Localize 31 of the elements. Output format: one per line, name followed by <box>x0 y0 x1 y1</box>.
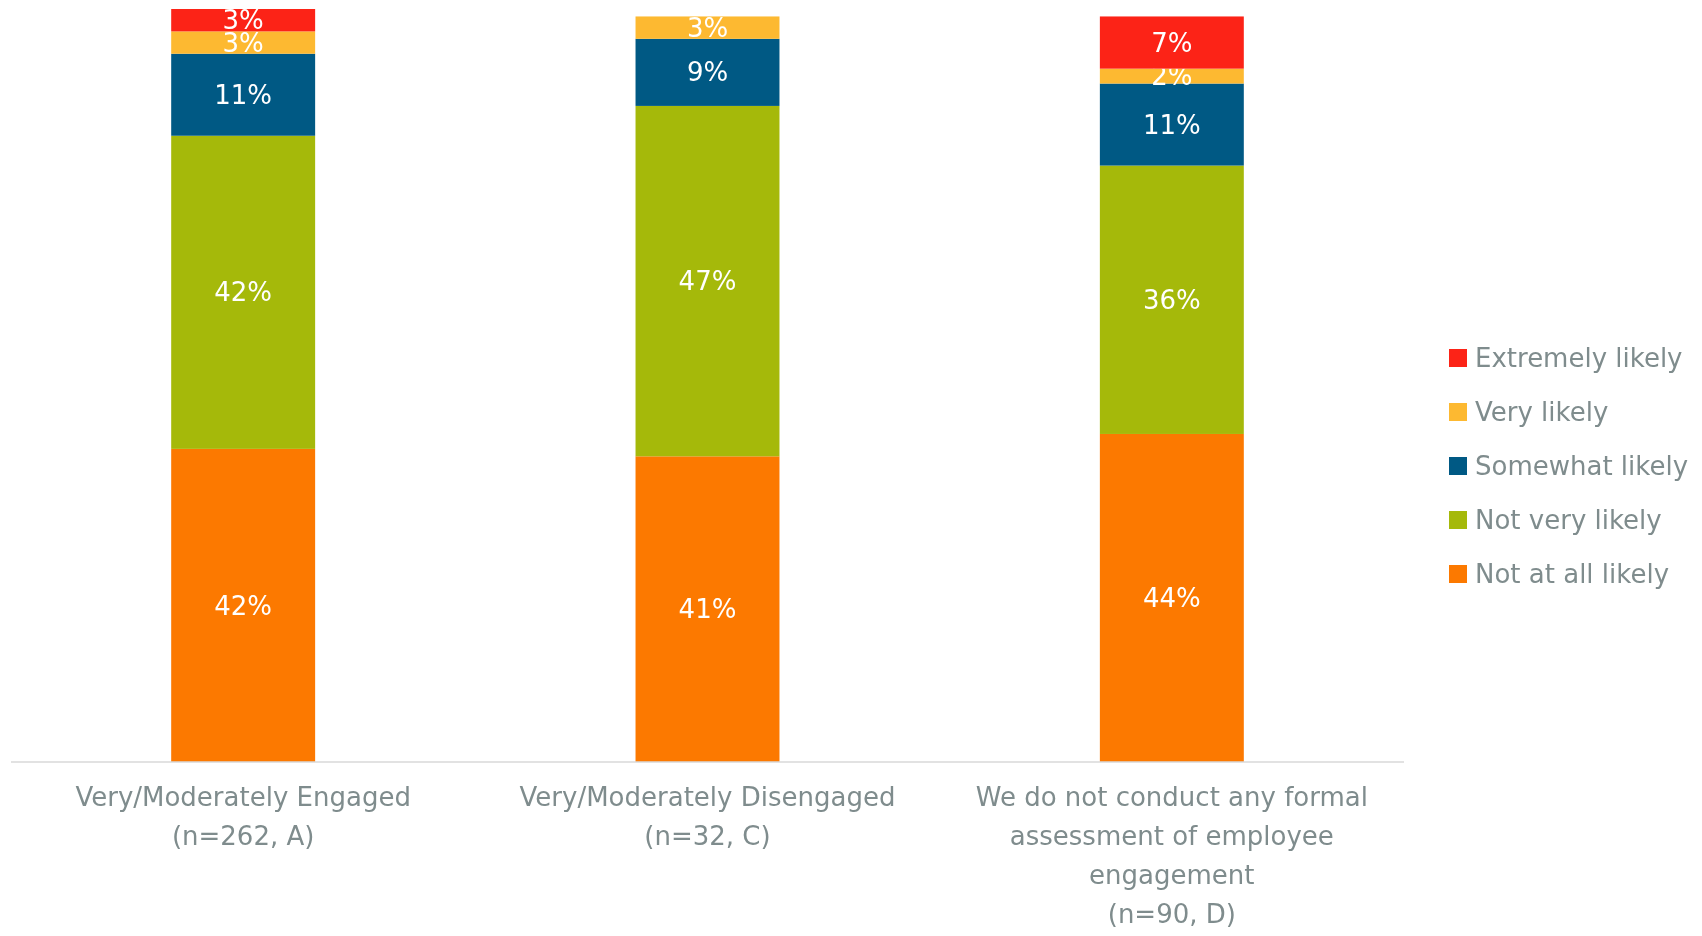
bar <box>1099 433 1244 762</box>
data-label: 11% <box>1142 109 1201 140</box>
bar <box>635 456 780 762</box>
x-tick-label: Very/Moderately Disengaged (n=32, C) <box>519 782 896 851</box>
data-label: 44% <box>1142 583 1201 614</box>
x-tick-label: We do not conduct any formal assessment of employee engagement (n=90, D) <box>975 782 1368 929</box>
data-label: 42% <box>214 277 273 308</box>
legend-label: Very likely <box>1475 397 1609 428</box>
bar <box>1099 83 1244 166</box>
bar <box>171 448 316 762</box>
data-label: 41% <box>678 594 737 625</box>
legend-label: Somewhat likely <box>1475 451 1689 482</box>
bar <box>171 31 316 54</box>
data-label: 3% <box>686 12 729 43</box>
bar <box>635 38 780 106</box>
data-label: 11% <box>214 79 273 110</box>
legend-label: Extremely likely <box>1475 343 1683 374</box>
bar <box>635 16 780 39</box>
legend-label: Not at all likely <box>1475 559 1670 590</box>
data-label: 42% <box>214 590 273 621</box>
data-label: 36% <box>1142 284 1201 315</box>
bar <box>635 105 780 457</box>
bar <box>171 135 316 449</box>
bar <box>1099 165 1244 434</box>
data-label: 7% <box>1151 27 1193 58</box>
data-label: 47% <box>678 266 737 297</box>
x-tick-label: Very/Moderately Engaged (n=262, A) <box>75 782 411 851</box>
data-label: 9% <box>686 57 729 88</box>
bar <box>1099 16 1244 69</box>
bar <box>171 53 316 136</box>
legend-label: Not very likely <box>1475 505 1662 536</box>
